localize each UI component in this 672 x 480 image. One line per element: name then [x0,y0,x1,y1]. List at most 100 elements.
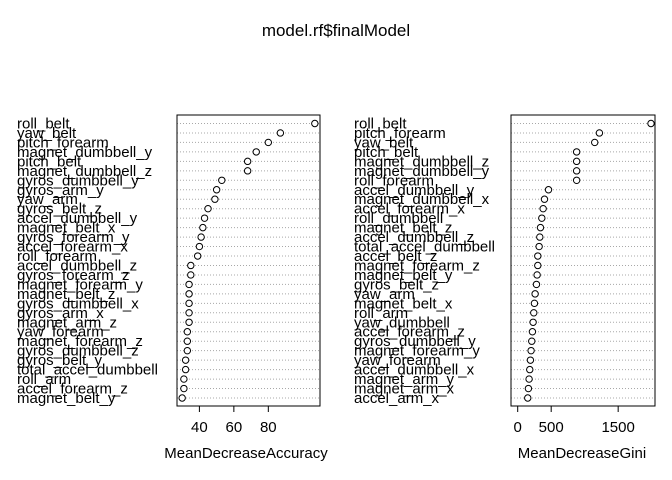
variable-label-accuracy-17: magnet_forearm_y [17,276,143,293]
importance-point-accuracy-22 [183,328,192,336]
importance-point-gini-27 [525,375,533,383]
importance-point-gini-7 [544,186,553,194]
variable-label-accuracy-0: roll_belt [17,116,70,133]
variable-label-gini-25: yaw_forearm [354,352,441,369]
importance-point-gini-0 [647,119,655,128]
variable-label-gini-20: roll_arm [354,305,408,322]
panel-mean-decrease-accuracy: roll_beltyaw_beltpitch_forearmmagnet_dum… [17,114,328,462]
main-title: model.rf$finalModel [262,21,410,40]
variable-label-gini-3: pitch_belt [354,144,419,161]
variable-label-accuracy-9: gyros_belt_z [17,201,102,218]
importance-point-gini-15 [534,261,542,270]
importance-point-accuracy-21 [185,318,193,326]
variable-label-accuracy-8: yaw_arm [17,191,78,208]
importance-point-gini-20 [530,309,538,317]
variable-label-accuracy-25: gyros_belt_y [17,352,103,369]
importance-point-gini-25 [526,356,535,364]
importance-point-accuracy-8 [211,195,219,203]
variable-label-gini-6: roll_forearm [354,172,434,189]
importance-point-accuracy-14 [193,252,202,260]
variable-label-gini-24: magnet_forearm_y [354,343,480,360]
variable-label-gini-1: pitch_forearm [354,125,446,142]
variable-label-accuracy-20: gyros_arm_x [17,305,104,322]
importance-point-accuracy-0 [311,119,319,128]
importance-point-gini-9 [539,204,547,213]
importance-point-gini-4 [572,157,581,166]
importance-point-accuracy-20 [185,309,193,317]
importance-point-accuracy-9 [204,204,212,213]
variable-label-gini-8: magnet_dumbbell_x [354,191,490,208]
importance-point-gini-21 [529,318,537,326]
importance-point-accuracy-19 [185,299,193,308]
variable-label-gini-28: magnet_arm_x [354,381,455,398]
importance-point-gini-29 [524,394,532,402]
variable-label-accuracy-10: accel_dumbbell_y [17,210,138,227]
importance-point-gini-19 [530,299,539,308]
variable-label-accuracy-21: magnet_arm_z [17,314,117,331]
importance-point-accuracy-5 [243,167,252,175]
importance-point-gini-1 [595,129,604,137]
importance-point-gini-3 [572,148,581,156]
panel-mean-decrease-gini: roll_beltpitch_forearmyaw_beltpitch_belt… [354,114,656,462]
variable-label-gini-17: gyros_belt_z [354,276,439,293]
importance-point-gini-18 [531,290,539,298]
variable-label-accuracy-1: yaw_belt [17,125,77,142]
variable-label-accuracy-3: magnet_dumbbell_y [17,144,153,161]
variable-label-gini-21: yaw_dumbbell [354,314,450,331]
importance-point-gini-5 [572,167,581,175]
importance-point-accuracy-15 [187,261,195,270]
variable-label-gini-27: magnet_arm_y [354,371,455,388]
variable-label-gini-18: yaw_arm [354,286,415,303]
importance-point-gini-13 [535,242,543,251]
importance-point-accuracy-25 [181,356,190,364]
variable-label-accuracy-16: gyros_forearm_z [17,267,130,284]
variable-label-accuracy-15: accel_dumbbell_z [17,257,137,274]
x-axis-label-gini: MeanDecreaseGini [518,445,646,462]
importance-point-accuracy-3 [252,148,260,156]
variable-label-gini-16: magnet_belt_y [354,267,453,284]
variable-label-gini-2: yaw_belt [354,134,414,151]
variable-label-accuracy-4: pitch_belt [17,153,82,170]
importance-point-accuracy-11 [199,223,207,232]
x-tick-label-accuracy-0: 40 [191,419,208,436]
variable-label-accuracy-7: gyros_arm_y [17,182,104,199]
importance-point-accuracy-28 [180,384,188,393]
variable-label-gini-29: accel_arm_x [354,390,440,407]
variable-label-gini-10: roll_dumbbell [354,210,443,227]
importance-point-gini-14 [534,252,542,260]
x-tick-label-accuracy-1: 60 [226,419,243,436]
importance-point-accuracy-18 [185,290,193,298]
variable-label-accuracy-24: gyros_dumbbell_z [17,343,139,360]
importance-point-gini-23 [528,337,536,345]
importance-point-accuracy-17 [185,280,193,289]
variable-label-accuracy-27: roll_arm [17,371,71,388]
x-axis-label-accuracy: MeanDecreaseAccuracy [164,445,328,462]
variable-label-accuracy-29: magnet_belt_y [17,390,116,407]
variable-label-accuracy-26: total_accel_dumbbell [17,362,158,379]
importance-point-gini-22 [528,328,537,336]
importance-point-gini-12 [536,233,544,241]
variable-label-accuracy-28: accel_forearm_z [17,381,128,398]
x-tick-label-gini-1: 500 [539,419,564,436]
variable-label-accuracy-5: magnet_dumbbell_z [17,163,152,180]
importance-point-gini-2 [591,138,599,147]
importance-point-accuracy-24 [183,346,192,355]
variable-label-accuracy-13: accel_forearm_x [17,239,128,256]
x-tick-label-gini-0: 0 [514,419,522,436]
variable-label-gini-9: accel_forearm_x [354,201,465,218]
variable-label-gini-23: gyros_dumbbell_y [354,333,476,350]
variable-label-gini-19: magnet_belt_x [354,295,453,312]
importance-point-accuracy-27 [180,375,188,383]
variable-label-gini-12: accel_dumbbell_z [354,229,474,246]
variable-label-accuracy-22: yaw_forearm [17,324,104,341]
importance-point-accuracy-4 [243,157,252,166]
importance-point-accuracy-16 [187,271,195,279]
importance-point-accuracy-1 [276,129,285,137]
variable-label-gini-22: accel_forearm_z [354,324,465,341]
importance-point-gini-8 [540,195,549,203]
importance-point-gini-11 [536,223,545,232]
variable-label-gini-13: total_accel_dumbbell [354,239,495,256]
variable-label-gini-5: magnet_dumbbell_y [354,163,490,180]
importance-point-accuracy-29 [178,394,186,402]
